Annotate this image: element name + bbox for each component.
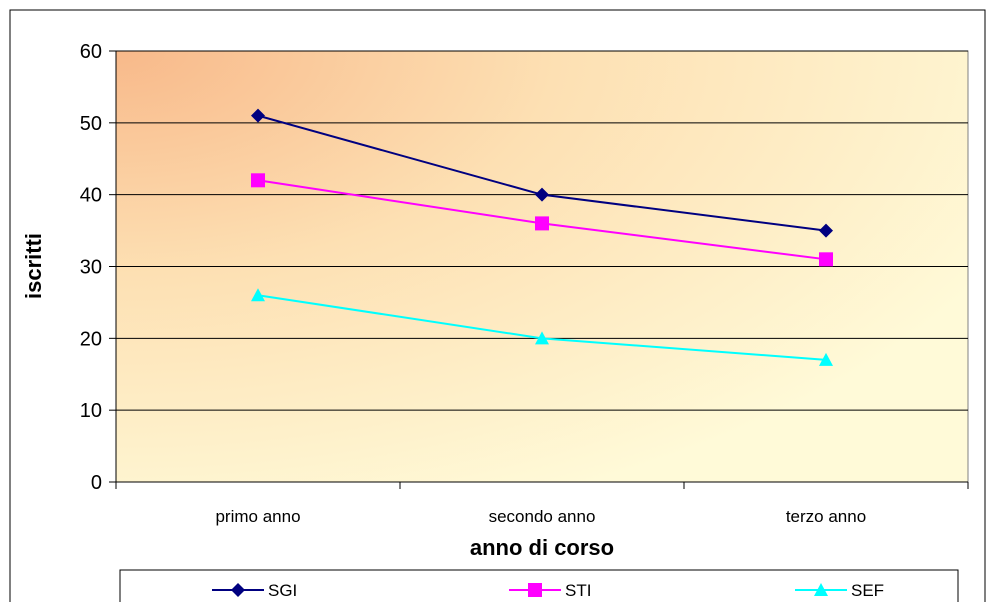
legend-item-SGI: SGI: [212, 581, 297, 600]
data-point-STI-1: [535, 216, 549, 231]
y-tick-labels: 0 10 20 30 40 50 60: [80, 41, 102, 494]
series-STI: [251, 173, 833, 267]
axes: [109, 50, 969, 489]
y-axis-title: iscritti: [21, 233, 46, 299]
series-group: [251, 108, 833, 366]
y-tick-label-50: 50: [80, 113, 102, 135]
data-point-SEF-2: [819, 352, 833, 366]
data-point-STI-2: [819, 252, 833, 267]
legend-marker-SGI: [231, 583, 245, 597]
legend-marker-STI: [528, 583, 542, 597]
legend-label-STI: STI: [565, 581, 591, 600]
data-point-STI-0: [251, 173, 265, 188]
series-SGI: [251, 108, 833, 238]
data-point-SGI-2: [819, 223, 833, 238]
series-SEF: [251, 288, 833, 366]
x-tick-label-0: primo anno: [215, 507, 300, 526]
y-tick-label-30: 30: [80, 257, 102, 279]
y-tick-label-20: 20: [80, 328, 102, 350]
data-point-SEF-1: [535, 331, 549, 345]
x-axis-title: anno di corso: [470, 535, 614, 560]
legend-marker-SEF: [814, 583, 828, 596]
legend-item-SEF: SEF: [795, 581, 884, 600]
legend-item-STI: STI: [509, 581, 591, 600]
y-tick-label-40: 40: [80, 185, 102, 207]
data-point-SGI-0: [251, 108, 265, 123]
y-tick-label-10: 10: [80, 400, 102, 422]
legend-label-SEF: SEF: [851, 581, 884, 600]
x-tick-labels: primo anno secondo anno terzo anno: [215, 507, 866, 526]
legend-label-SGI: SGI: [268, 581, 297, 600]
x-tick-label-2: terzo anno: [786, 507, 866, 526]
y-tick-label-0: 0: [91, 472, 102, 494]
data-point-SEF-0: [251, 288, 265, 302]
data-point-SGI-1: [535, 187, 549, 202]
legend: SGI STI SEF: [212, 581, 884, 600]
y-tick-label-60: 60: [80, 41, 102, 63]
x-tick-label-1: secondo anno: [489, 507, 596, 526]
